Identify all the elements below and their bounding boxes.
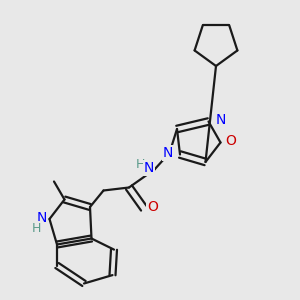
Text: O: O bbox=[148, 200, 158, 214]
Text: N: N bbox=[215, 113, 226, 127]
Text: H: H bbox=[135, 158, 145, 171]
Text: N: N bbox=[144, 161, 154, 175]
Text: N: N bbox=[163, 146, 173, 160]
Text: N: N bbox=[37, 211, 47, 224]
Text: O: O bbox=[226, 134, 236, 148]
Text: H: H bbox=[31, 221, 41, 235]
